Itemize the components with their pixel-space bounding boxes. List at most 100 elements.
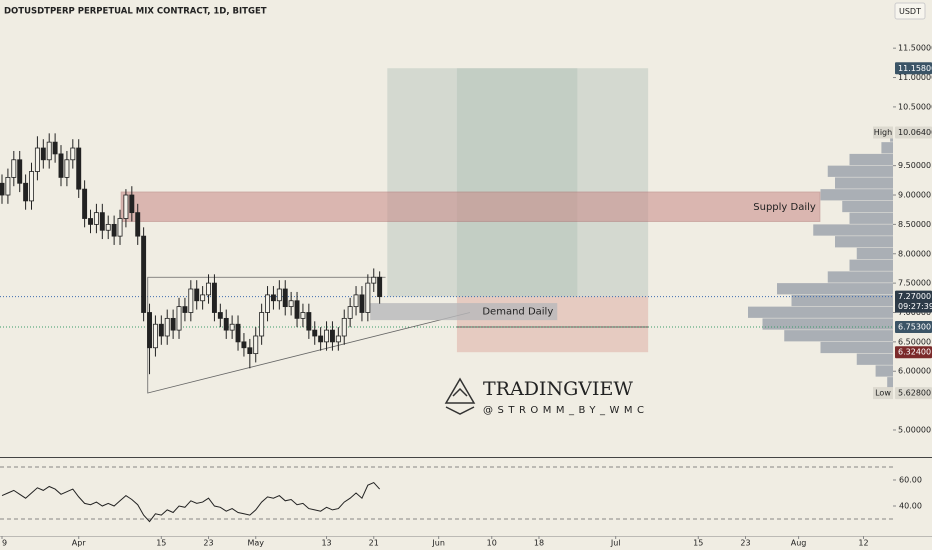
candle-body xyxy=(206,282,211,296)
price-label-box xyxy=(895,290,932,313)
candle-body xyxy=(247,347,253,355)
volume-profile-bar xyxy=(875,365,893,377)
volume-profile-bar xyxy=(762,318,893,330)
candle-body xyxy=(135,212,141,237)
candle-body xyxy=(34,147,40,172)
price-tag: High xyxy=(874,128,892,137)
candle-body xyxy=(23,182,29,202)
position-profit-inner xyxy=(456,68,578,297)
price-label-box xyxy=(895,62,932,75)
x-tick-label: Jun xyxy=(431,539,445,548)
candle-body xyxy=(176,306,182,331)
watermark-title: TRADINGVIEW xyxy=(483,378,633,400)
candle-body xyxy=(64,159,70,178)
candle-body xyxy=(40,147,46,161)
volume-profile-bar xyxy=(887,377,893,389)
price-label-box xyxy=(895,387,932,400)
candle-body xyxy=(235,323,241,343)
candle-body xyxy=(170,317,176,331)
candle-body xyxy=(377,276,383,298)
candle-body xyxy=(123,194,129,219)
candle-body xyxy=(259,312,265,337)
y-tick-label: 7.50000 xyxy=(898,279,931,288)
price-label: 6.32400 xyxy=(898,348,931,357)
candle-body xyxy=(105,223,111,231)
candle-body xyxy=(223,317,229,331)
volume-profile-bar xyxy=(849,259,893,271)
candle-body xyxy=(312,329,318,337)
price-tag: Low xyxy=(875,389,891,398)
candle-body xyxy=(324,329,330,343)
x-tick-label: 23 xyxy=(203,539,213,548)
candle-body xyxy=(182,306,188,313)
price-label-box xyxy=(895,126,932,139)
y-tick-label: 9.00000 xyxy=(898,191,931,200)
x-tick-label: 21 xyxy=(369,539,379,548)
rsi-tick-label: 40.00 xyxy=(899,501,922,510)
candle-body xyxy=(29,171,34,202)
candle-body xyxy=(99,212,105,231)
volume-profile-bar xyxy=(842,200,893,213)
price-tag-box xyxy=(873,126,893,139)
rsi-line xyxy=(1,481,381,523)
demand-label: Demand Daily xyxy=(482,307,553,318)
y-tick-label: 5.00000 xyxy=(898,425,931,434)
candle-body xyxy=(288,300,294,308)
y-tick-label: 8.00000 xyxy=(898,249,931,258)
price-label: 10.06400 xyxy=(898,128,932,137)
candle-body xyxy=(164,317,170,337)
volume-profile-bar xyxy=(856,353,893,365)
candle-body xyxy=(111,223,117,237)
candle-body xyxy=(11,159,17,178)
volume-profile-bar xyxy=(777,283,893,295)
candle-body xyxy=(241,341,247,349)
candle-body xyxy=(147,312,152,349)
chart-title: DOTUSDTPERP PERPETUAL MIX CONTRACT, 1D, … xyxy=(4,7,267,17)
supply-zone xyxy=(120,191,821,222)
y-tick-label: 6.00000 xyxy=(898,367,931,376)
candle-body xyxy=(188,288,194,313)
candle-body xyxy=(129,194,135,214)
candle-body xyxy=(70,147,76,161)
demand-zone xyxy=(370,303,558,321)
currency[interactable]: USDT xyxy=(899,7,921,16)
candle-body xyxy=(46,141,52,161)
price-label: 6.75300 xyxy=(898,323,931,332)
volume-profile-bar xyxy=(835,177,893,189)
y-tick-label: 6.50000 xyxy=(898,337,931,346)
price-label: 11.15800 xyxy=(898,64,932,73)
volume-profile-bar xyxy=(835,236,893,248)
price-label-box xyxy=(895,346,932,359)
volume-profile-bar xyxy=(827,271,893,283)
watermark-author: @STROMM_BY_WMC xyxy=(483,405,648,416)
candle-body xyxy=(306,312,312,331)
candle-body xyxy=(365,282,371,313)
y-tick-label: 11.00000 xyxy=(898,73,932,82)
candle-body xyxy=(93,212,99,225)
volume-profile-bar xyxy=(849,212,893,224)
candle-body xyxy=(52,141,58,155)
x-tick-label: 10 xyxy=(487,539,497,548)
candle-body xyxy=(353,294,359,308)
volume-profile-bar xyxy=(820,189,893,201)
candle-body xyxy=(152,323,158,349)
candle-body xyxy=(253,335,259,355)
y-tick-label: 8.50000 xyxy=(898,220,931,229)
candle-body xyxy=(5,176,11,196)
y-tick-label: 11.50000 xyxy=(898,44,932,53)
candle-body xyxy=(117,218,123,237)
x-tick-label: Apr xyxy=(72,539,87,548)
x-tick-label: May xyxy=(247,539,264,548)
currency-button[interactable] xyxy=(894,2,926,20)
x-tick-label: 15 xyxy=(156,539,166,548)
candle-body xyxy=(318,335,324,343)
price-label-box xyxy=(895,321,932,334)
volume-profile-bar xyxy=(849,153,893,166)
price-label: 5.62800 xyxy=(898,389,931,398)
y-tick-label: 10.50000 xyxy=(898,102,932,111)
candle-body xyxy=(265,294,270,313)
candle-body xyxy=(82,188,88,219)
volume-profile-bar xyxy=(791,294,893,307)
candle-body xyxy=(88,218,93,225)
